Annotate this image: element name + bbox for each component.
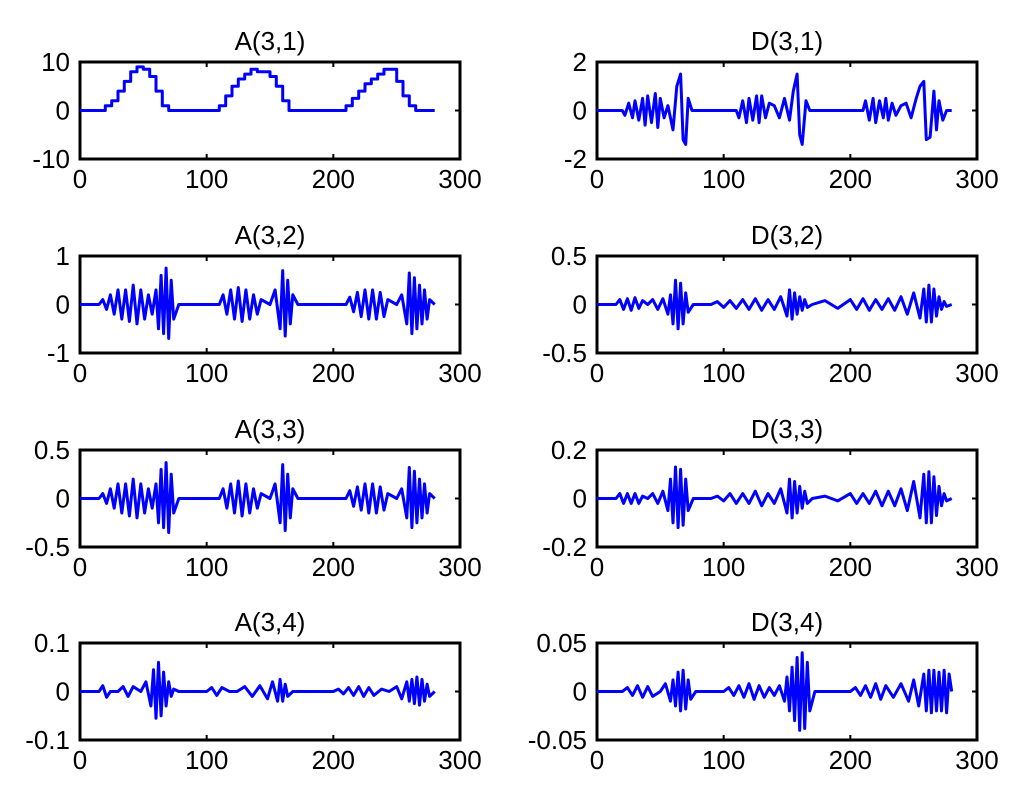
subplot-5: D(3,3)0 100 200 300-0.200.2: [542, 414, 999, 582]
y-tick-label: 0: [573, 484, 587, 514]
subplot-1: D(3,1)0 100 200 300-202: [564, 26, 999, 194]
signal-line: [597, 651, 954, 732]
x-tick-label: 100: [185, 552, 228, 582]
subplot-6: A(3,4)0 100 200 300-0.100.1: [25, 607, 482, 775]
y-tick-label: 0: [56, 677, 70, 707]
x-tick-label: 300: [955, 164, 998, 194]
signal-line: [80, 461, 436, 534]
plot-title: A(3,3): [235, 414, 306, 444]
y-tick-label: 0: [573, 96, 587, 126]
plot-title: D(3,2): [751, 220, 823, 250]
y-tick-label: -10: [32, 144, 70, 174]
y-tick-label: -0.05: [528, 725, 587, 755]
y-tick-label: 0.05: [536, 628, 587, 658]
y-tick-label: 0.5: [34, 435, 70, 465]
plot-title: D(3,3): [751, 414, 823, 444]
plot-title: A(3,2): [235, 220, 306, 250]
x-tick-label: 300: [955, 552, 998, 582]
y-tick-label: -0.5: [542, 338, 587, 368]
x-tick-label: 0: [73, 164, 87, 194]
x-tick-label: 300: [438, 164, 481, 194]
y-tick-label: 0: [56, 96, 70, 126]
x-tick-label: 0: [590, 552, 604, 582]
signal-line: [597, 278, 953, 331]
y-tick-label: 2: [573, 47, 587, 77]
x-tick-label: 0: [73, 745, 87, 775]
x-tick-label: 0: [590, 358, 604, 388]
plot-title: D(3,1): [751, 26, 823, 56]
plot-title: D(3,4): [751, 607, 823, 637]
x-tick-label: 100: [185, 745, 228, 775]
subplot-2: A(3,2)0 100 200 300-101: [47, 220, 482, 388]
y-tick-label: -0.2: [542, 532, 587, 562]
y-tick-label: 0.1: [34, 628, 70, 658]
y-tick-label: -2: [564, 144, 587, 174]
y-tick-label: 10: [41, 47, 70, 77]
x-tick-label: 300: [955, 358, 998, 388]
x-tick-label: 300: [438, 745, 481, 775]
x-tick-label: 100: [702, 745, 745, 775]
y-tick-label: 1: [56, 241, 70, 271]
x-tick-label: 0: [73, 552, 87, 582]
subplot-3: D(3,2)0 100 200 300-0.500.5: [542, 220, 999, 388]
x-tick-label: 200: [829, 164, 872, 194]
x-tick-label: 200: [312, 552, 355, 582]
y-tick-label: 0: [56, 290, 70, 320]
plot-title: A(3,1): [235, 26, 306, 56]
x-tick-label: 0: [590, 745, 604, 775]
x-tick-label: 100: [702, 552, 745, 582]
y-tick-label: 0: [573, 290, 587, 320]
x-tick-label: 100: [702, 164, 745, 194]
signal-line: [80, 65, 435, 112]
y-tick-label: -0.5: [25, 532, 70, 562]
x-tick-label: 300: [955, 745, 998, 775]
x-tick-label: 200: [312, 745, 355, 775]
x-tick-label: 100: [185, 164, 228, 194]
signal-line: [80, 660, 436, 720]
x-tick-label: 0: [590, 164, 604, 194]
y-tick-label: 0: [56, 484, 70, 514]
y-tick-label: 0: [573, 677, 587, 707]
signal-line: [597, 465, 953, 530]
x-tick-label: 200: [829, 552, 872, 582]
x-tick-label: 200: [829, 358, 872, 388]
x-tick-label: 300: [438, 358, 481, 388]
signal-line: [80, 266, 436, 340]
y-tick-label: 0.5: [551, 241, 587, 271]
x-tick-label: 200: [312, 164, 355, 194]
y-tick-label: -1: [47, 338, 70, 368]
y-tick-label: 0.2: [551, 435, 587, 465]
x-tick-label: 0: [73, 358, 87, 388]
signal-line: [597, 72, 952, 146]
x-tick-label: 100: [702, 358, 745, 388]
x-tick-label: 100: [185, 358, 228, 388]
x-tick-label: 300: [438, 552, 481, 582]
x-tick-label: 200: [312, 358, 355, 388]
x-tick-label: 200: [829, 745, 872, 775]
y-tick-label: -0.1: [25, 725, 70, 755]
subplot-4: A(3,3)0 100 200 300-0.500.5: [25, 414, 482, 582]
plot-title: A(3,4): [235, 607, 306, 637]
